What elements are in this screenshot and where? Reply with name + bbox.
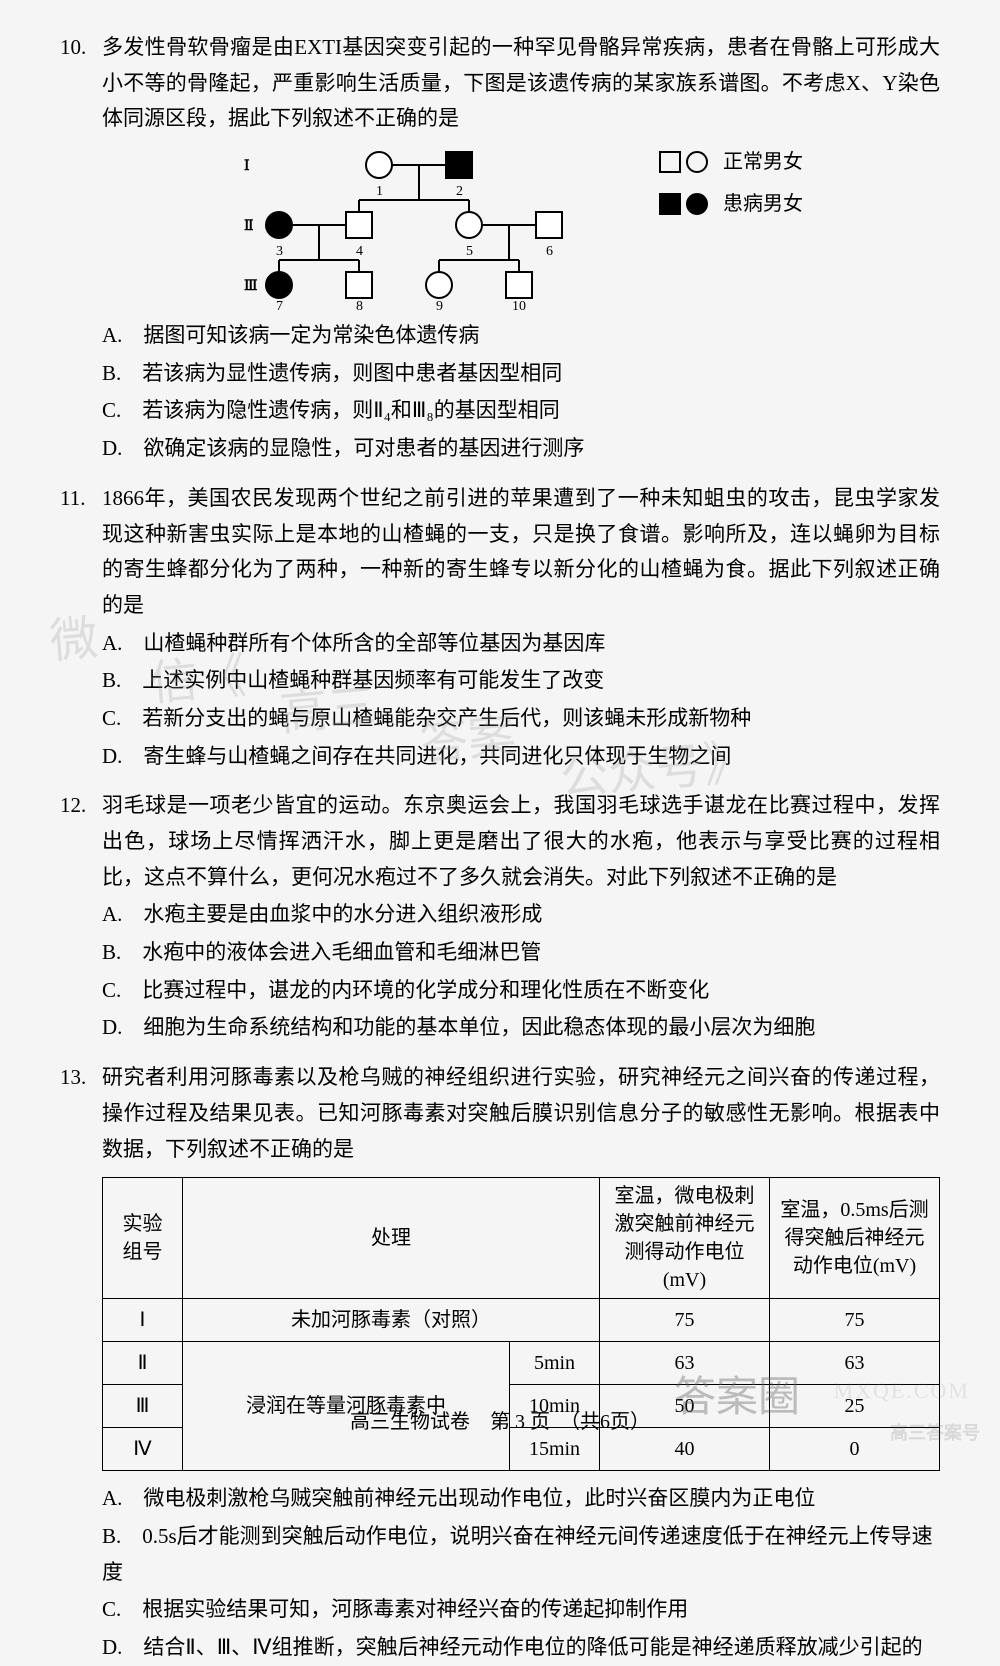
q10-option-c: C. 若该病为隐性遗传病，则Ⅱ₄和Ⅲ₈的基因型相同 bbox=[102, 393, 940, 429]
q13-text: 研究者利用河豚毒素以及枪乌贼的神经组织进行实验，研究神经元之间兴奋的传递过程，操… bbox=[102, 1060, 940, 1167]
svg-text:8: 8 bbox=[356, 299, 363, 310]
q12-option-d: D. 细胞为生命系统结构和功能的基本单位，因此稳态体现的最小层次为细胞 bbox=[102, 1010, 940, 1046]
question-12: 12. 羽毛球是一项老少皆宜的运动。东京奥运会上，我国羽毛球选手谌龙在比赛过程中… bbox=[60, 788, 940, 1046]
q11-option-a: A. 山楂蝇种群所有个体所含的全部等位基因为基因库 bbox=[102, 626, 940, 662]
q11-option-b: B. 上述实例中山楂蝇种群基因频率有可能发生了改变 bbox=[102, 663, 940, 699]
q12-option-b: B. 水疱中的液体会进入毛细血管和毛细淋巴管 bbox=[102, 935, 940, 971]
q12-text: 羽毛球是一项老少皆宜的运动。东京奥运会上，我国羽毛球选手谌龙在比赛过程中，发挥出… bbox=[102, 788, 940, 895]
question-13: 13. 研究者利用河豚毒素以及枪乌贼的神经组织进行实验，研究神经元之间兴奋的传递… bbox=[60, 1060, 940, 1666]
q10-number: 10. bbox=[60, 30, 102, 137]
watermark-url: MXQE.COM bbox=[834, 1372, 970, 1409]
q12-option-a: A. 水疱主要是由血浆中的水分进入组织液形成 bbox=[102, 897, 940, 933]
table-header-pre: 室温，微电极刺激突触前神经元测得动作电位(mV) bbox=[600, 1178, 770, 1299]
question-10: 10. 多发性骨软骨瘤是由EXTI基因突变引起的一种罕见骨骼异常疾病，患者在骨骼… bbox=[60, 30, 940, 467]
svg-text:1: 1 bbox=[376, 184, 383, 199]
svg-text:5: 5 bbox=[466, 244, 473, 259]
svg-text:4: 4 bbox=[356, 244, 363, 259]
q13-option-d: D. 结合Ⅱ、Ⅲ、Ⅳ组推断，突触后神经元动作电位的降低可能是神经递质释放减少引起… bbox=[102, 1630, 940, 1666]
q10-option-d: D. 欲确定该病的显隐性，可对患者的基因进行测序 bbox=[102, 431, 940, 467]
table-header-group: 实验组号 bbox=[103, 1178, 183, 1299]
q13-option-b: B. 0.5s后才能测到突触后动作电位，说明兴奋在神经元间传递速度低于在神经元上… bbox=[102, 1519, 940, 1590]
svg-text:Ⅰ: Ⅰ bbox=[244, 158, 250, 174]
table-row: Ⅱ 浸润在等量河豚毒素中 5min 63 63 bbox=[103, 1342, 940, 1385]
svg-text:6: 6 bbox=[546, 244, 553, 259]
pedigree-legend: 正常男女 患病男女 bbox=[659, 145, 803, 229]
q10-option-b: B. 若该病为显性遗传病，则图中患者基因型相同 bbox=[102, 356, 940, 392]
q11-number: 11. bbox=[60, 481, 102, 624]
q11-option-d: D. 寄生蜂与山楂蝇之间存在共同进化，共同进化只体现于生物之间 bbox=[102, 739, 940, 775]
q10-option-a: A. 据图可知该病一定为常染色体遗传病 bbox=[102, 318, 940, 354]
svg-text:7: 7 bbox=[276, 299, 283, 310]
svg-text:2: 2 bbox=[456, 184, 463, 199]
question-11: 11. 1866年，美国农民发现两个世纪之前引进的苹果遭到了一种未知蛆虫的攻击，… bbox=[60, 481, 940, 775]
table-header-post: 室温，0.5ms后测得突触后神经元动作电位(mV) bbox=[770, 1178, 940, 1299]
table-header-treatment: 处理 bbox=[183, 1178, 600, 1299]
legend-normal: 正常男女 bbox=[723, 145, 803, 179]
q13-option-a: A. 微电极刺激枪乌贼突触前神经元出现动作电位，此时兴奋区膜内为正电位 bbox=[102, 1481, 940, 1517]
svg-text:9: 9 bbox=[436, 299, 443, 310]
table-row: Ⅰ 未加河豚毒素（对照） 75 75 bbox=[103, 1299, 940, 1342]
q11-text: 1866年，美国农民发现两个世纪之前引进的苹果遭到了一种未知蛆虫的攻击，昆虫学家… bbox=[102, 481, 940, 624]
q13-number: 13. bbox=[60, 1060, 102, 1167]
svg-text:Ⅲ: Ⅲ bbox=[244, 278, 258, 294]
q12-number: 12. bbox=[60, 788, 102, 895]
q11-option-c: C. 若新分支出的蝇与原山楂蝇能杂交产生后代，则该蝇未形成新物种 bbox=[102, 701, 940, 737]
svg-text:3: 3 bbox=[276, 244, 283, 259]
legend-affected: 患病男女 bbox=[723, 187, 803, 221]
q10-text: 多发性骨软骨瘤是由EXTI基因突变引起的一种罕见骨骼异常疾病，患者在骨骼上可形成… bbox=[102, 30, 940, 137]
q12-option-c: C. 比赛过程中，谌龙的内环境的化学成分和理化性质在不断变化 bbox=[102, 973, 940, 1009]
page-footer: 高三生物试卷 第 3 页 （共6页） bbox=[0, 1405, 1000, 1439]
svg-text:10: 10 bbox=[512, 299, 526, 310]
svg-text:Ⅱ: Ⅱ bbox=[244, 218, 254, 234]
q13-option-c: C. 根据实验结果可知，河豚毒素对神经兴奋的传递起抑制作用 bbox=[102, 1592, 940, 1628]
pedigree-diagram: Ⅰ Ⅱ Ⅲ 1 2 3 4 bbox=[60, 145, 940, 310]
